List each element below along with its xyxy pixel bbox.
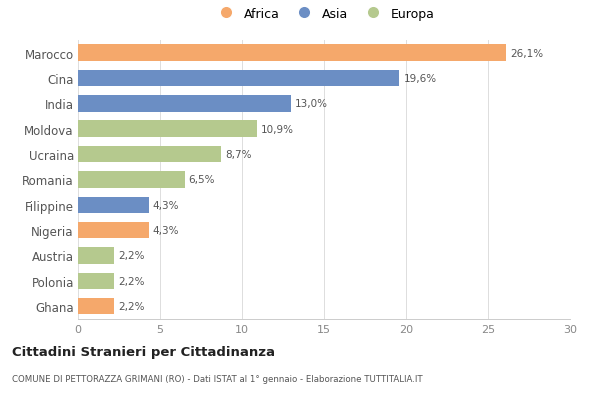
Bar xyxy=(78,222,149,239)
Bar xyxy=(78,273,114,289)
Text: 6,5%: 6,5% xyxy=(188,175,215,185)
Bar xyxy=(78,146,221,163)
Bar xyxy=(78,121,257,137)
Text: Cittadini Stranieri per Cittadinanza: Cittadini Stranieri per Cittadinanza xyxy=(12,346,275,359)
Bar xyxy=(78,71,400,87)
Bar xyxy=(78,247,114,264)
Text: 2,2%: 2,2% xyxy=(118,276,145,286)
Text: COMUNE DI PETTORAZZA GRIMANI (RO) - Dati ISTAT al 1° gennaio - Elaborazione TUTT: COMUNE DI PETTORAZZA GRIMANI (RO) - Dati… xyxy=(12,374,422,383)
Legend: Africa, Asia, Europa: Africa, Asia, Europa xyxy=(209,2,439,26)
Text: 19,6%: 19,6% xyxy=(404,74,437,84)
Bar xyxy=(78,197,149,213)
Text: 2,2%: 2,2% xyxy=(118,301,145,311)
Text: 2,2%: 2,2% xyxy=(118,251,145,261)
Text: 4,3%: 4,3% xyxy=(152,200,179,210)
Text: 4,3%: 4,3% xyxy=(152,225,179,236)
Bar xyxy=(78,96,291,112)
Text: 10,9%: 10,9% xyxy=(261,124,294,135)
Bar xyxy=(78,298,114,315)
Text: 26,1%: 26,1% xyxy=(510,49,543,58)
Text: 8,7%: 8,7% xyxy=(225,150,251,160)
Bar xyxy=(78,172,185,188)
Bar xyxy=(78,45,506,62)
Text: 13,0%: 13,0% xyxy=(295,99,328,109)
